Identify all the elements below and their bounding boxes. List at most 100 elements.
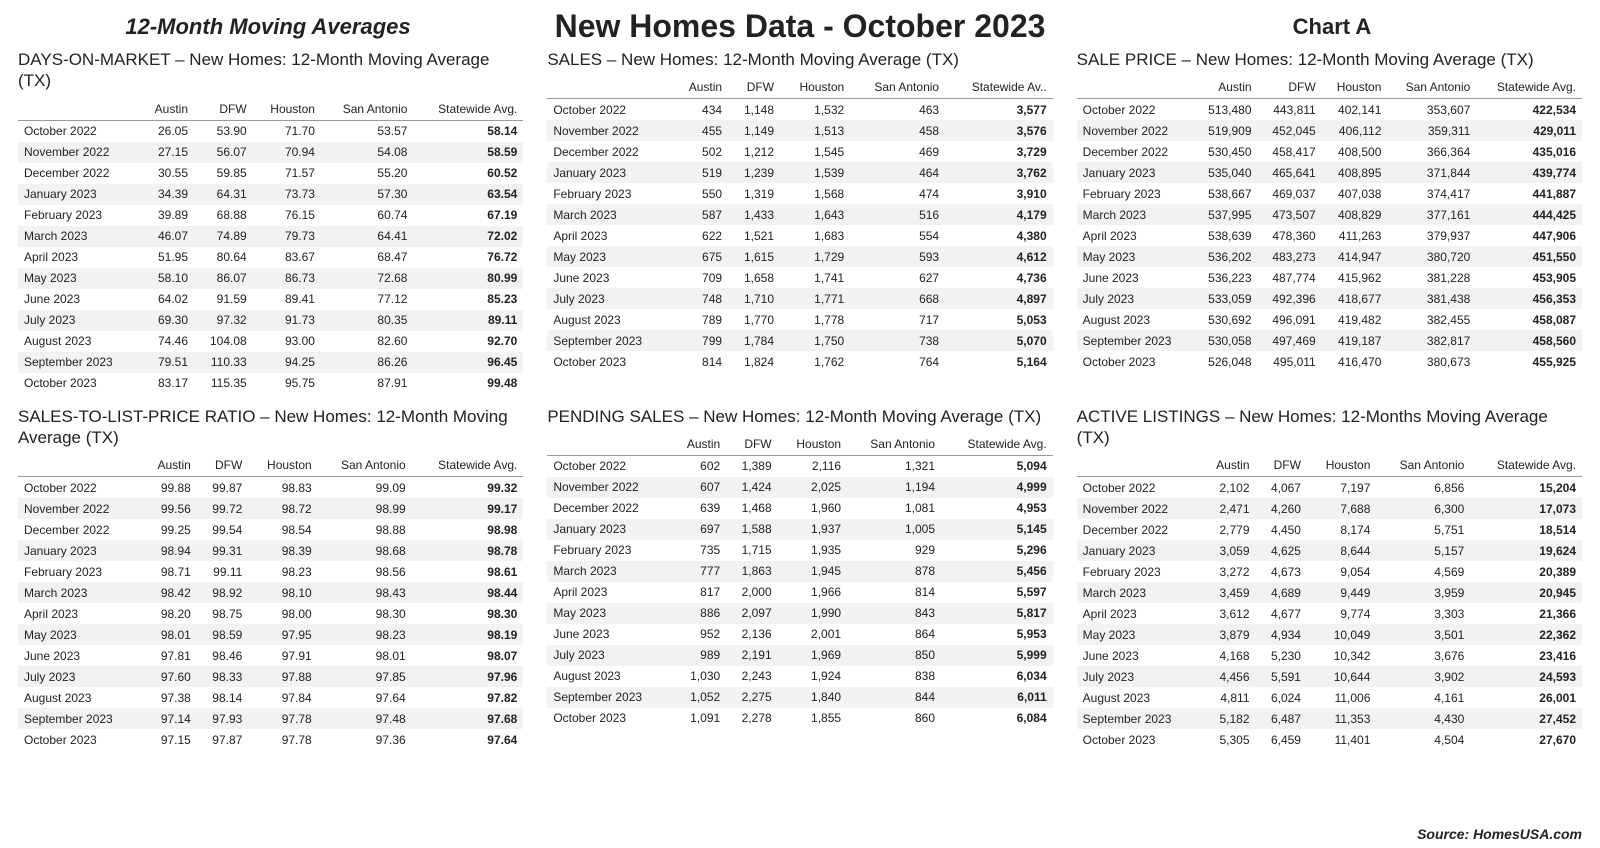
cell: 115.35 bbox=[194, 373, 253, 394]
cell: 83.67 bbox=[253, 247, 321, 268]
cell: 359,311 bbox=[1387, 120, 1476, 141]
cell: 86.73 bbox=[253, 268, 321, 289]
tables-grid: DAYS-ON-MARKET – New Homes: 12-Month Mov… bbox=[18, 49, 1582, 750]
table-row: August 20237891,7701,7787175,053 bbox=[547, 309, 1052, 330]
cell: 93.00 bbox=[253, 331, 321, 352]
cell: 455 bbox=[672, 120, 728, 141]
cell: 607 bbox=[671, 477, 727, 498]
cell: 748 bbox=[672, 288, 728, 309]
cell: 23,416 bbox=[1470, 645, 1582, 666]
cell: 519,909 bbox=[1193, 120, 1257, 141]
cell: 458 bbox=[850, 120, 945, 141]
cell: 3,501 bbox=[1376, 624, 1470, 645]
cell: 5,094 bbox=[941, 455, 1053, 477]
table-row: November 2022519,909452,045406,112359,31… bbox=[1077, 120, 1582, 141]
panel-title: ACTIVE LISTINGS – New Homes: 12-Months M… bbox=[1077, 406, 1582, 449]
cell: 366,364 bbox=[1387, 141, 1476, 162]
table-row: October 20238141,8241,7627645,164 bbox=[547, 351, 1052, 372]
row-header: December 2022 bbox=[18, 163, 139, 184]
row-header: May 2023 bbox=[18, 268, 139, 289]
cell: 1,212 bbox=[728, 141, 780, 162]
col-header: Austin bbox=[139, 98, 194, 121]
table-row: November 202227.1556.0770.9454.0858.59 bbox=[18, 142, 523, 163]
row-header: January 2023 bbox=[18, 184, 139, 205]
col-header: San Antonio bbox=[850, 76, 945, 99]
cell: 57.30 bbox=[321, 184, 413, 205]
row-header: May 2023 bbox=[1077, 624, 1200, 645]
row-header: April 2023 bbox=[547, 225, 672, 246]
cell: 3,910 bbox=[945, 183, 1053, 204]
cell: 439,774 bbox=[1476, 162, 1582, 183]
cell: 58.59 bbox=[413, 142, 523, 163]
cell: 1,778 bbox=[780, 309, 850, 330]
col-header-blank bbox=[1077, 76, 1194, 99]
cell: 1,683 bbox=[780, 225, 850, 246]
table-row: November 20226071,4242,0251,1944,999 bbox=[547, 477, 1052, 498]
cell: 735 bbox=[671, 540, 727, 561]
cell: 789 bbox=[672, 309, 728, 330]
cell: 5,182 bbox=[1200, 708, 1256, 729]
col-header: Houston bbox=[778, 433, 847, 456]
cell: 98.23 bbox=[318, 624, 412, 645]
row-header: January 2023 bbox=[1077, 540, 1200, 561]
row-header: July 2023 bbox=[18, 666, 141, 687]
cell: 9,449 bbox=[1307, 582, 1376, 603]
cell: 458,560 bbox=[1476, 330, 1582, 351]
cell: 83.17 bbox=[139, 373, 194, 394]
cell: 3,729 bbox=[945, 141, 1053, 162]
cell: 4,673 bbox=[1256, 561, 1307, 582]
cell: 46.07 bbox=[139, 226, 194, 247]
cell: 98.61 bbox=[412, 561, 524, 582]
cell: 98.59 bbox=[197, 624, 248, 645]
col-header: San Antonio bbox=[321, 98, 413, 121]
cell: 3,902 bbox=[1376, 666, 1470, 687]
cell: 1,966 bbox=[778, 582, 847, 603]
cell: 97.48 bbox=[318, 708, 412, 729]
cell: 74.46 bbox=[139, 331, 194, 352]
table-row: August 20234,8116,02411,0064,16126,001 bbox=[1077, 687, 1582, 708]
cell: 98.00 bbox=[248, 603, 317, 624]
col-header-blank bbox=[18, 98, 139, 121]
row-header: June 2023 bbox=[547, 624, 670, 645]
row-header: October 2022 bbox=[1077, 99, 1194, 121]
cell: 382,455 bbox=[1387, 309, 1476, 330]
cell: 639 bbox=[671, 498, 727, 519]
cell: 4,067 bbox=[1256, 477, 1307, 499]
cell: 1,545 bbox=[780, 141, 850, 162]
cell: 435,016 bbox=[1476, 141, 1582, 162]
table-row: September 202397.1497.9397.7897.4897.68 bbox=[18, 708, 523, 729]
col-header: DFW bbox=[728, 76, 780, 99]
cell: 99.17 bbox=[412, 498, 524, 519]
cell: 952 bbox=[671, 624, 727, 645]
panel-title: SALE PRICE – New Homes: 12-Month Moving … bbox=[1077, 49, 1582, 70]
col-header: Statewide Avg. bbox=[1470, 454, 1582, 477]
cell: 1,855 bbox=[778, 708, 847, 729]
col-header: DFW bbox=[1256, 454, 1307, 477]
cell: 26,001 bbox=[1470, 687, 1582, 708]
col-header: San Antonio bbox=[318, 454, 412, 477]
cell: 622 bbox=[672, 225, 728, 246]
cell: 4,934 bbox=[1256, 624, 1307, 645]
cell: 1,937 bbox=[778, 519, 847, 540]
cell: 98.83 bbox=[248, 477, 317, 499]
row-header: October 2023 bbox=[1077, 351, 1194, 372]
cell: 1,824 bbox=[728, 351, 780, 372]
cell: 91.59 bbox=[194, 289, 253, 310]
cell: 1,935 bbox=[778, 540, 847, 561]
table-row: April 20236221,5211,6835544,380 bbox=[547, 225, 1052, 246]
table-price: AustinDFWHoustonSan AntonioStatewide Avg… bbox=[1077, 76, 1582, 372]
col-header: San Antonio bbox=[1387, 76, 1476, 99]
table-row: September 20231,0522,2751,8408446,011 bbox=[547, 687, 1052, 708]
cell: 3,272 bbox=[1200, 561, 1256, 582]
cell: 98.56 bbox=[318, 561, 412, 582]
row-header: January 2023 bbox=[547, 162, 672, 183]
row-header: April 2023 bbox=[547, 582, 670, 603]
cell: 98.94 bbox=[141, 540, 197, 561]
cell: 496,091 bbox=[1258, 309, 1322, 330]
row-header: November 2022 bbox=[1077, 120, 1194, 141]
cell: 408,829 bbox=[1322, 204, 1388, 225]
cell: 3,612 bbox=[1200, 603, 1256, 624]
cell: 799 bbox=[672, 330, 728, 351]
cell: 697 bbox=[671, 519, 727, 540]
cell: 6,459 bbox=[1256, 729, 1307, 750]
